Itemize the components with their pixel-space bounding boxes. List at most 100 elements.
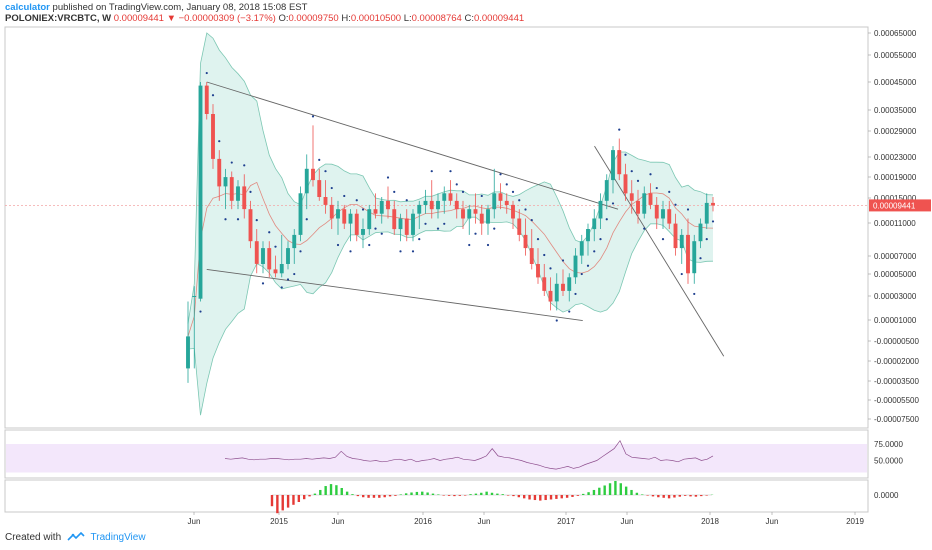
sar-dot [305, 218, 308, 221]
time-tick-label: Jun [766, 517, 779, 526]
current-price-badge [869, 199, 931, 212]
open-label: O: [278, 13, 289, 24]
sar-dot [243, 164, 246, 167]
sar-dot [574, 292, 577, 296]
sar-dot [436, 227, 440, 230]
time-tick-label: Jun [621, 517, 634, 526]
ohlc-line: POLONIEX:VRCBTC, W 0.00009441 ▼ −0.00000… [5, 13, 524, 24]
candle-body [623, 174, 628, 194]
sar-dot [524, 208, 527, 211]
candle-body [379, 200, 384, 214]
price-tick-label: -0.00002000 [874, 357, 919, 366]
open-value: 0.00009750 [288, 13, 339, 24]
time-tick-label: Jun [332, 517, 345, 526]
candle-body [386, 200, 390, 210]
candle-body [336, 209, 340, 219]
candle-body [636, 200, 640, 214]
sar-dot [480, 194, 483, 198]
sar-dot [518, 199, 521, 202]
sar-dot [455, 183, 458, 186]
sar-dot [430, 170, 433, 173]
sar-dot [711, 220, 715, 223]
candle-body [267, 248, 272, 270]
time-tick-label: Jun [478, 517, 491, 526]
candle-body [523, 234, 528, 249]
candle-body [629, 193, 634, 201]
band-lower-line [187, 216, 714, 416]
candle-body [404, 218, 409, 235]
rsi-line [224, 440, 714, 470]
sar-dot [668, 190, 671, 194]
candle-body [667, 209, 672, 224]
price-change: −0.00000309 (−3.17%) [178, 13, 276, 24]
sar-dot [580, 272, 583, 276]
sar-dot [555, 319, 558, 322]
candle-body [654, 204, 659, 219]
candle-body [367, 209, 372, 230]
sar-dot [249, 190, 252, 194]
sar-dot [561, 259, 565, 262]
candle-body [486, 209, 490, 224]
candle-body [598, 200, 603, 219]
sar-dot [593, 250, 596, 253]
candle-body [342, 209, 347, 224]
candle-body [292, 234, 297, 249]
sar-dot [443, 222, 446, 225]
sar-dot [649, 173, 652, 176]
symbol-label[interactable]: POLONIEX:VRCBTC, W [5, 13, 112, 24]
sar-dot [311, 115, 315, 118]
candle-body [542, 277, 547, 291]
moving-average-line [187, 181, 714, 337]
sar-dot [505, 183, 508, 186]
candle-body [304, 168, 309, 194]
high-label: H: [341, 13, 351, 24]
candle-body [573, 255, 578, 278]
time-tick-label: Jun [188, 517, 201, 526]
footer: Created with TradingView [5, 532, 146, 543]
candle-body [273, 269, 278, 274]
low-value: 0.00008764 [411, 13, 462, 24]
sar-dot [655, 186, 658, 190]
candle-body [236, 186, 240, 201]
sar-dot [611, 202, 615, 205]
author-link[interactable]: calculator [5, 2, 50, 13]
close-label: C: [464, 13, 474, 24]
sar-dot [324, 170, 327, 173]
sar-dot [318, 158, 321, 161]
sar-dot [618, 128, 621, 131]
price-tick-label: -0.00003500 [874, 377, 919, 386]
volatility-band-fill [188, 33, 713, 416]
trendline [206, 81, 619, 210]
sar-dot [293, 272, 296, 276]
sar-dot [468, 243, 471, 247]
time-tick-label: 2017 [557, 517, 575, 526]
candle-body [686, 234, 690, 274]
low-label: L: [403, 13, 412, 24]
candle-body [648, 193, 653, 205]
down-triangle-icon: ▼ [166, 13, 176, 24]
candle-body [436, 200, 440, 210]
candle-body [261, 248, 265, 264]
sar-dot [674, 203, 677, 206]
time-tick-label: 2019 [846, 517, 864, 526]
sar-dot [205, 71, 208, 75]
sar-dot [530, 218, 533, 222]
tradingview-logo-icon [67, 532, 85, 541]
sar-dot [343, 194, 346, 198]
candle-body [398, 218, 403, 230]
candle-body [467, 209, 472, 219]
current-price-text: 0.00009441 [873, 201, 916, 210]
tradingview-link[interactable]: TradingView [90, 532, 146, 543]
candle-body [286, 248, 290, 264]
sar-dot [568, 310, 571, 313]
created-with-label: Created with [5, 532, 62, 543]
candle-body [204, 85, 209, 114]
high-value: 0.00010500 [350, 13, 402, 24]
sar-dot [636, 179, 640, 182]
candle-body [461, 209, 465, 219]
candle-body [604, 180, 609, 201]
price-tick-label: 0.00011000 [874, 219, 916, 228]
sar-dot [399, 250, 402, 253]
sar-dot [686, 208, 690, 211]
